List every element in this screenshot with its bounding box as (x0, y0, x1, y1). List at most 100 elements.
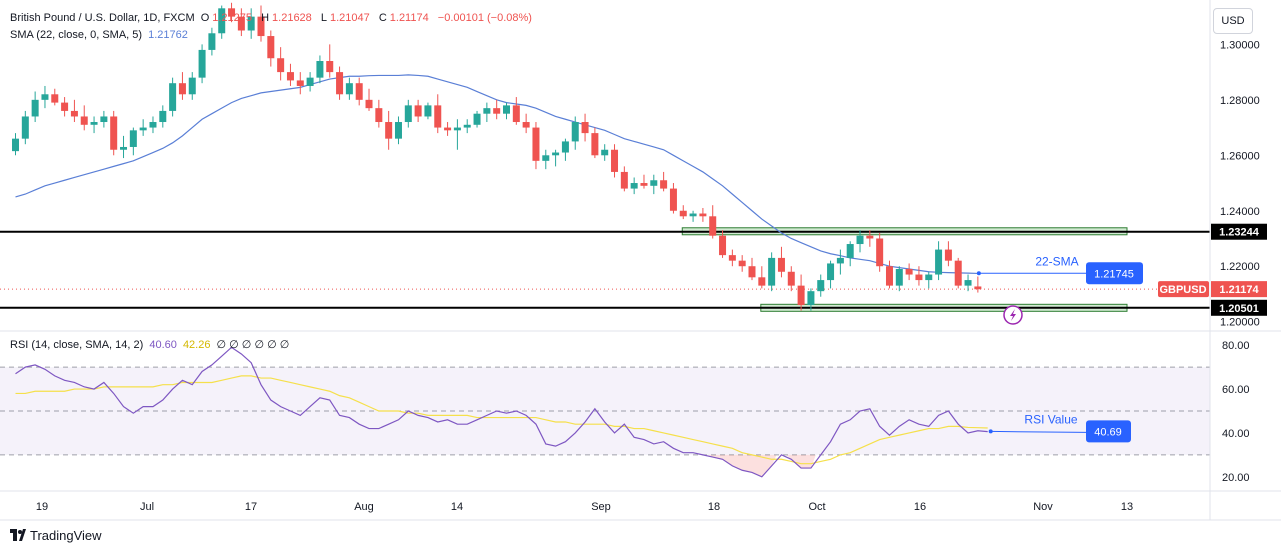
candle-body (365, 99, 373, 109)
price-tick-label: 1.22000 (1220, 261, 1260, 273)
candle (630, 177, 638, 195)
flash-icon (1010, 309, 1016, 321)
candle (552, 149, 560, 167)
price-pane[interactable]: 1.21745 22-SMA (0, 2, 1210, 325)
candle (365, 88, 373, 111)
sma-annotation-text: 22-SMA (1035, 254, 1078, 268)
time-tick-label: 18 (708, 501, 720, 513)
candle (404, 99, 412, 128)
tradingview-branding[interactable]: TradingView (10, 528, 102, 543)
candle (198, 44, 206, 84)
candle-body (129, 130, 137, 147)
change-value: −0.00101 (−0.08%) (437, 12, 532, 24)
candle-body (453, 127, 461, 131)
candle-body (719, 235, 727, 256)
time-tick-label: Jul (140, 501, 154, 513)
candle-body (679, 210, 687, 217)
candle-body (149, 122, 157, 128)
candle (807, 288, 815, 311)
candle-body (493, 108, 501, 114)
price-tick-label: 1.30000 (1220, 39, 1260, 51)
candle (345, 77, 353, 100)
candle-body (885, 266, 893, 286)
candle-body (581, 122, 589, 134)
candle (473, 110, 481, 128)
candle (483, 102, 491, 123)
symbol-label: GBPUSD (1159, 284, 1206, 296)
candle (915, 266, 923, 286)
rsi-tick-label: 60.00 (1222, 384, 1250, 396)
candle-body (424, 105, 432, 117)
candle (561, 138, 569, 161)
candle (777, 246, 785, 278)
candle-body (512, 105, 520, 123)
candle (895, 266, 903, 292)
rsi-legend: RSI (14, close, SMA, 14, 2) 40.60 42.26 … (10, 338, 292, 351)
candle (954, 257, 962, 289)
candle-body (768, 257, 776, 286)
rsi-pane[interactable]: 40.69 RSI Value (0, 346, 1210, 478)
candle-body (316, 61, 324, 78)
candle-body (296, 80, 304, 86)
candle (728, 249, 736, 267)
currency-button[interactable]: USD (1213, 8, 1253, 34)
candle (208, 27, 216, 56)
candle-body (228, 8, 236, 17)
candle (601, 144, 609, 161)
candle (581, 113, 589, 142)
tradingview-logo-icon (10, 529, 26, 541)
candle (12, 133, 19, 156)
candle (768, 252, 776, 292)
candle-body (61, 102, 69, 111)
rsi-annotation-text: RSI Value (1024, 412, 1077, 426)
candle-body (925, 274, 933, 281)
candle-body (856, 235, 864, 245)
candle-body (817, 280, 825, 292)
candle-body (80, 116, 88, 125)
candle-body (257, 16, 265, 37)
candle-body (709, 216, 717, 236)
candle (699, 207, 707, 222)
candle-body (394, 122, 402, 139)
candle (709, 205, 717, 239)
candle-body (503, 105, 510, 114)
candle-body (218, 8, 226, 34)
candle (178, 72, 186, 100)
candle-body (944, 249, 952, 261)
candle (316, 55, 324, 84)
ohlc-high: H 1.21628 (261, 12, 312, 24)
candle (237, 8, 245, 37)
candle-body (895, 268, 903, 286)
candle-body (463, 124, 471, 128)
candle (503, 102, 510, 120)
candle (424, 102, 432, 120)
candle-body (100, 116, 108, 123)
sma-label: SMA (22, close, 0, SMA, 5) (10, 29, 143, 41)
time-tick-label: Aug (354, 501, 374, 513)
event-flash-icon[interactable] (1003, 305, 1023, 325)
candle (188, 72, 196, 100)
candle-body (542, 155, 550, 161)
candle-body (326, 61, 334, 73)
candle-body (777, 257, 785, 272)
candle-body (728, 255, 736, 261)
rsi-empty-values: ∅ ∅ ∅ ∅ ∅ ∅ (216, 339, 290, 351)
candle (836, 249, 844, 275)
candle-body (434, 105, 442, 128)
time-tick-label: 19 (36, 501, 48, 513)
candle (129, 127, 137, 156)
candle (169, 77, 177, 117)
sma-line (15, 74, 978, 275)
rsi-ma-value: 42.26 (182, 339, 211, 351)
candle (660, 171, 668, 192)
candle-body (954, 260, 962, 286)
candle-body (807, 291, 815, 306)
candle-body (836, 257, 844, 264)
candle-body (699, 213, 707, 217)
candle-body (787, 271, 795, 286)
candle-body (198, 49, 206, 78)
candle (434, 94, 442, 134)
candle-body (188, 77, 196, 95)
symbol-label-box (1158, 281, 1209, 298)
